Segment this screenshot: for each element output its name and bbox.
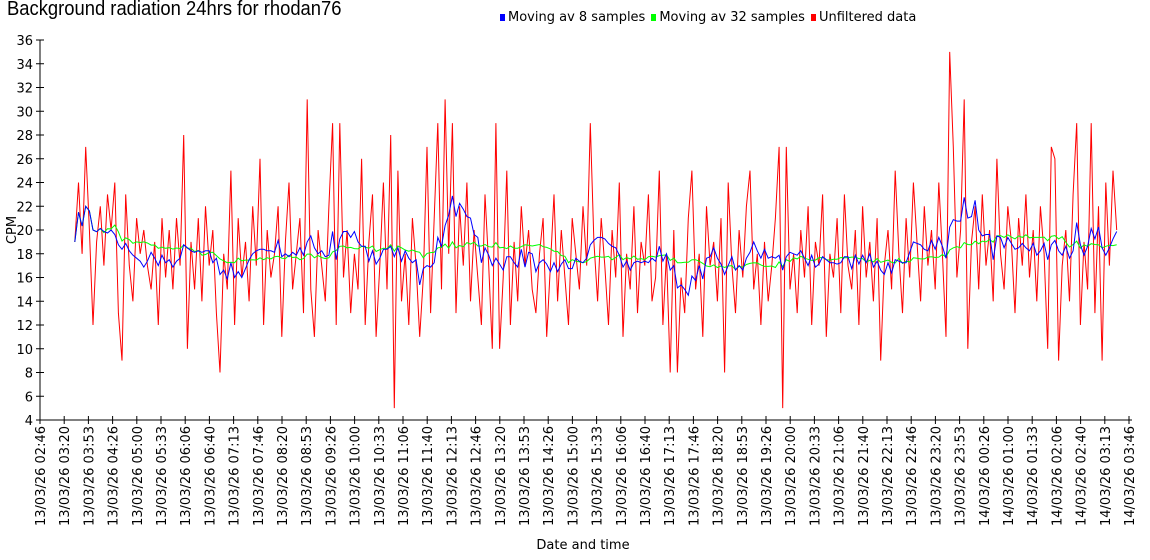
y-tick-label: 16 [16, 272, 33, 287]
x-tick-label: 13/03/26 12:46 [470, 426, 485, 526]
series-line-moving-av-8-samples [74, 195, 1118, 297]
x-tick-label: 13/03/26 13:20 [494, 426, 509, 526]
x-tick-label: 13/03/26 15:33 [591, 426, 606, 526]
x-tick-label: 14/03/26 00:26 [978, 426, 993, 526]
x-tick-label: 14/03/26 03:46 [1123, 426, 1138, 526]
x-tick-label: 13/03/26 19:26 [760, 426, 775, 526]
legend-item-raw: Unfiltered data [810, 10, 917, 25]
y-tick-label: 10 [16, 343, 33, 358]
x-tick-label: 13/03/26 06:06 [179, 426, 194, 526]
y-tick-label: 12 [16, 319, 33, 334]
x-tick-label: 13/03/26 22:13 [881, 426, 896, 526]
x-tick-label: 13/03/26 15:00 [566, 426, 581, 526]
x-tick-label: 13/03/26 16:40 [639, 426, 654, 526]
x-tick-label: 13/03/26 18:20 [712, 426, 727, 526]
x-tick-label: 13/03/26 22:46 [905, 426, 920, 526]
x-tick-label: 13/03/26 02:46 [34, 426, 49, 526]
x-tick-label: 13/03/26 13:53 [518, 426, 533, 526]
x-tick-label: 13/03/26 08:20 [276, 426, 291, 526]
x-tick-label: 13/03/26 21:40 [857, 426, 872, 526]
y-tick-label: 32 [16, 82, 33, 97]
y-tick-label: 18 [16, 248, 33, 263]
y-tick-label: 26 [16, 153, 33, 168]
x-tick-label: 13/03/26 05:33 [155, 426, 170, 526]
x-tick-label: 13/03/26 07:46 [252, 426, 267, 526]
x-tick-label: 13/03/26 09:26 [324, 426, 339, 526]
x-tick-label: 13/03/26 21:06 [833, 426, 848, 526]
legend-item-ma32: Moving av 32 samples [651, 10, 805, 25]
x-tick-label: 14/03/26 01:33 [1026, 426, 1041, 526]
y-tick-label: 4 [25, 414, 33, 429]
x-tick-label: 14/03/26 03:13 [1099, 426, 1114, 526]
y-tick-label: 6 [25, 390, 33, 405]
x-tick-label: 13/03/26 07:13 [228, 426, 243, 526]
x-tick-label: 13/03/26 04:26 [107, 426, 122, 526]
chart-title: Background radiation 24hrs for rhodan76 [7, 0, 342, 20]
x-tick-label: 13/03/26 06:40 [203, 426, 218, 526]
x-tick-label: 13/03/26 03:53 [82, 426, 97, 526]
legend-label-ma8: Moving av 8 samples [508, 10, 646, 25]
x-tick-label: 13/03/26 10:33 [373, 426, 388, 526]
y-tick-label: 34 [16, 58, 33, 73]
x-tick-label: 13/03/26 05:00 [131, 426, 146, 526]
legend-swatch-blue [500, 14, 505, 21]
y-tick-label: 28 [16, 129, 33, 144]
x-tick-label: 13/03/26 20:33 [808, 426, 823, 526]
legend-swatch-green [651, 14, 657, 21]
x-axis-label: Date and time [536, 538, 629, 553]
series-line-unfiltered-data [74, 51, 1118, 409]
legend-swatch-red [810, 14, 816, 21]
y-axis-label: CPM [5, 216, 20, 244]
y-tick-label: 22 [16, 200, 33, 215]
x-tick-label: 13/03/26 18:53 [736, 426, 751, 526]
y-tick-label: 24 [16, 177, 33, 192]
x-tick-label: 13/03/26 20:00 [784, 426, 799, 526]
x-tick-label: 14/03/26 02:06 [1050, 426, 1065, 526]
x-tick-label: 13/03/26 12:13 [445, 426, 460, 526]
x-tick-label: 13/03/26 17:46 [687, 426, 702, 526]
y-tick-label: 20 [16, 224, 33, 239]
y-tick-label: 30 [16, 105, 33, 120]
x-tick-label: 13/03/26 10:00 [349, 426, 364, 526]
y-tick-label: 8 [25, 367, 33, 382]
x-tick-label: 13/03/26 11:06 [397, 426, 412, 526]
y-tick-label: 14 [16, 295, 33, 310]
legend-label-ma32: Moving av 32 samples [659, 10, 805, 25]
x-tick-label: 13/03/26 08:53 [300, 426, 315, 526]
y-tick-label: 36 [16, 34, 33, 49]
x-tick-label: 14/03/26 01:00 [1002, 426, 1017, 526]
legend-label-raw: Unfiltered data [818, 10, 917, 25]
x-tick-label: 14/03/26 02:40 [1075, 426, 1090, 526]
x-tick-label: 13/03/26 23:20 [929, 426, 944, 526]
x-tick-label: 13/03/26 23:53 [954, 426, 969, 526]
x-tick-label: 13/03/26 16:06 [615, 426, 630, 526]
x-tick-label: 13/03/26 11:40 [421, 426, 436, 526]
x-tick-label: 13/03/26 14:26 [542, 426, 557, 526]
legend-item-ma8: Moving av 8 samples [500, 10, 645, 25]
x-tick-label: 13/03/26 17:13 [663, 426, 678, 526]
legend: Moving av 8 samples Moving av 32 samples… [500, 10, 916, 25]
x-tick-label: 13/03/26 03:20 [58, 426, 73, 526]
